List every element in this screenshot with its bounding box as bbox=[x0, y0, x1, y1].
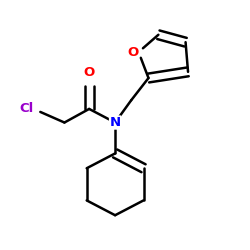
Text: O: O bbox=[84, 66, 95, 79]
Text: O: O bbox=[127, 46, 138, 59]
Text: N: N bbox=[110, 116, 121, 129]
Text: Cl: Cl bbox=[19, 102, 34, 116]
